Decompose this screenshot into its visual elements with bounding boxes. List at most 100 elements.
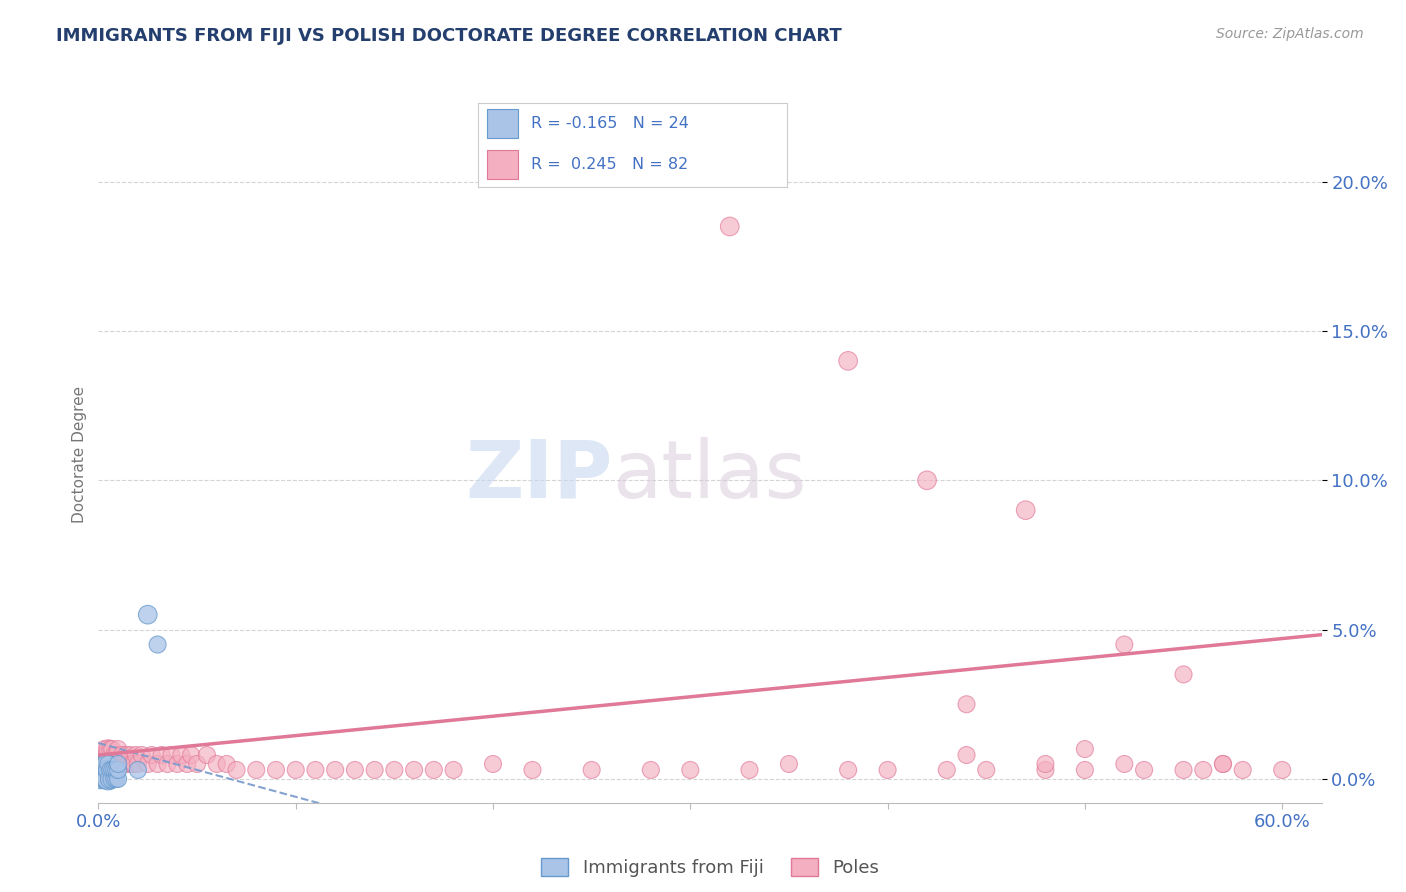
- Point: [101, 763, 124, 777]
- Point: [581, 763, 603, 777]
- Point: [93, 772, 115, 786]
- Point: [186, 756, 208, 771]
- Point: [146, 756, 169, 771]
- Point: [974, 763, 997, 777]
- Point: [176, 756, 198, 771]
- Point: [97, 756, 120, 771]
- Point: [915, 473, 938, 487]
- Point: [93, 742, 115, 756]
- Point: [522, 763, 544, 777]
- Point: [404, 763, 426, 777]
- Point: [423, 763, 446, 777]
- Point: [156, 756, 179, 771]
- Point: [718, 219, 741, 234]
- Point: [136, 756, 159, 771]
- Point: [1015, 503, 1038, 517]
- Bar: [488, 110, 519, 138]
- Point: [1212, 756, 1234, 771]
- Point: [89, 756, 111, 771]
- Point: [89, 756, 111, 771]
- Point: [105, 763, 128, 777]
- Point: [1074, 742, 1097, 756]
- Point: [1232, 763, 1254, 777]
- Point: [125, 747, 148, 762]
- Point: [1173, 763, 1195, 777]
- Point: [93, 756, 115, 771]
- Point: [225, 763, 247, 777]
- Point: [103, 756, 125, 771]
- Point: [195, 747, 218, 762]
- Point: [117, 756, 139, 771]
- Point: [127, 763, 149, 777]
- Point: [96, 756, 118, 771]
- Point: [89, 772, 111, 786]
- Point: [837, 354, 859, 368]
- Point: [118, 747, 141, 762]
- Point: [97, 742, 120, 756]
- Point: [127, 756, 149, 771]
- Text: Source: ZipAtlas.com: Source: ZipAtlas.com: [1216, 27, 1364, 41]
- Point: [160, 747, 183, 762]
- Point: [215, 756, 238, 771]
- Point: [284, 763, 307, 777]
- Point: [91, 747, 114, 762]
- Point: [136, 607, 159, 622]
- Legend: Immigrants from Fiji, Poles: Immigrants from Fiji, Poles: [534, 850, 886, 884]
- Point: [166, 756, 188, 771]
- Point: [103, 763, 125, 777]
- Point: [146, 638, 169, 652]
- Point: [955, 747, 977, 762]
- Point: [107, 742, 129, 756]
- Point: [107, 772, 129, 786]
- Point: [323, 763, 346, 777]
- Bar: [488, 150, 519, 178]
- Point: [101, 742, 124, 756]
- Point: [837, 763, 859, 777]
- Y-axis label: Doctorate Degree: Doctorate Degree: [72, 386, 87, 524]
- Point: [935, 763, 957, 777]
- Point: [105, 747, 128, 762]
- Point: [679, 763, 702, 777]
- Point: [111, 747, 134, 762]
- Point: [482, 756, 505, 771]
- Point: [363, 763, 385, 777]
- Point: [955, 698, 977, 712]
- Point: [107, 756, 129, 771]
- Point: [112, 756, 135, 771]
- Point: [640, 763, 662, 777]
- Point: [1271, 763, 1294, 777]
- Point: [97, 772, 120, 786]
- Point: [1035, 763, 1057, 777]
- Point: [382, 763, 405, 777]
- Point: [205, 756, 228, 771]
- Point: [180, 747, 202, 762]
- Point: [1074, 763, 1097, 777]
- Point: [1212, 756, 1234, 771]
- Point: [1114, 638, 1136, 652]
- Point: [98, 742, 121, 756]
- Point: [131, 747, 153, 762]
- Point: [101, 756, 124, 771]
- Point: [778, 756, 800, 771]
- Point: [98, 763, 121, 777]
- Point: [245, 763, 267, 777]
- Point: [150, 747, 173, 762]
- Point: [101, 772, 124, 786]
- Point: [876, 763, 898, 777]
- Point: [105, 772, 128, 786]
- Point: [98, 772, 121, 786]
- Point: [1114, 756, 1136, 771]
- Point: [1133, 763, 1156, 777]
- Point: [304, 763, 326, 777]
- Text: atlas: atlas: [612, 437, 807, 515]
- Point: [170, 747, 193, 762]
- Point: [107, 763, 129, 777]
- Point: [107, 756, 129, 771]
- Point: [103, 747, 125, 762]
- Point: [738, 763, 761, 777]
- Text: IMMIGRANTS FROM FIJI VS POLISH DOCTORATE DEGREE CORRELATION CHART: IMMIGRANTS FROM FIJI VS POLISH DOCTORATE…: [56, 27, 842, 45]
- Point: [264, 763, 287, 777]
- Point: [97, 763, 120, 777]
- Point: [91, 756, 114, 771]
- Point: [121, 756, 143, 771]
